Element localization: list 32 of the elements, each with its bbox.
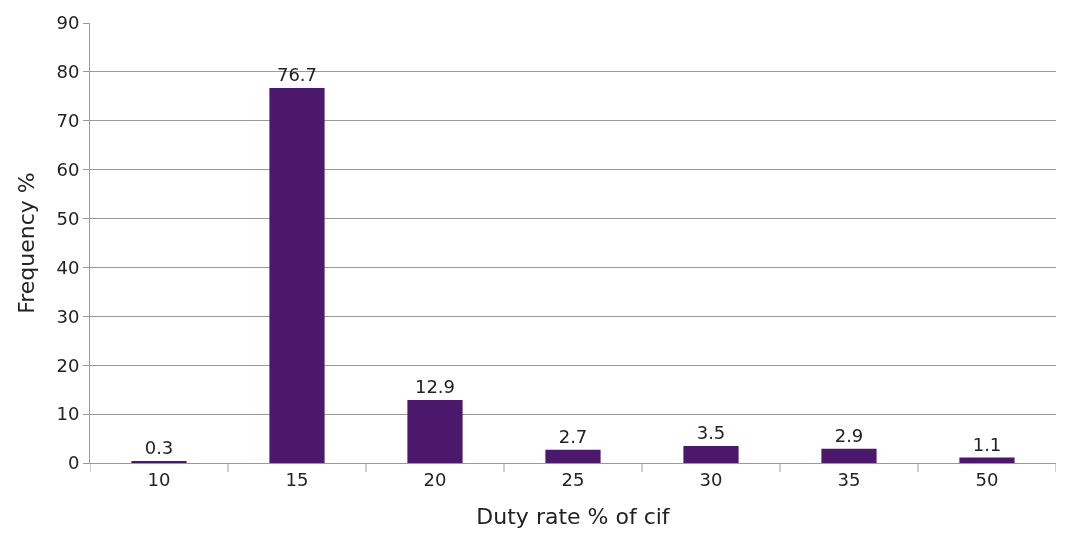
bar (821, 448, 877, 463)
data-label: 3.5 (696, 421, 726, 443)
y-axis-title: Frequency % (14, 172, 40, 314)
x-tick-label: 20 (423, 468, 447, 490)
y-tick-label: 70 (56, 110, 80, 132)
data-label: 76.7 (276, 64, 318, 86)
x-tick-label: 10 (147, 468, 171, 490)
x-tick-label: 30 (699, 468, 723, 490)
y-tick-label: 20 (56, 354, 80, 376)
bar (545, 449, 601, 463)
x-tick-label: 25 (561, 468, 585, 490)
bar (959, 457, 1015, 463)
x-tick-label: 15 (285, 468, 309, 490)
data-label: 2.9 (834, 424, 864, 446)
bar (683, 445, 739, 463)
bar (407, 399, 463, 463)
y-tick-label: 30 (56, 305, 80, 327)
x-axis-title: Duty rate % of cif (476, 504, 671, 530)
data-label: 2.7 (558, 425, 588, 447)
data-label: 1.1 (972, 433, 1002, 455)
data-label: 0.3 (144, 437, 174, 458)
y-tick-label: 10 (56, 403, 80, 425)
y-tick-label: 60 (56, 158, 80, 180)
y-tick-label: 80 (56, 61, 80, 83)
data-label: 12.9 (414, 375, 456, 397)
y-tick-label: 40 (56, 256, 80, 278)
x-tick-label: 50 (975, 468, 999, 490)
x-tick-label: 35 (837, 468, 861, 490)
y-tick-label: 50 (56, 207, 80, 229)
bar (269, 88, 325, 463)
y-tick-label: 0 (67, 452, 80, 474)
y-tick-label: 90 (56, 12, 80, 34)
